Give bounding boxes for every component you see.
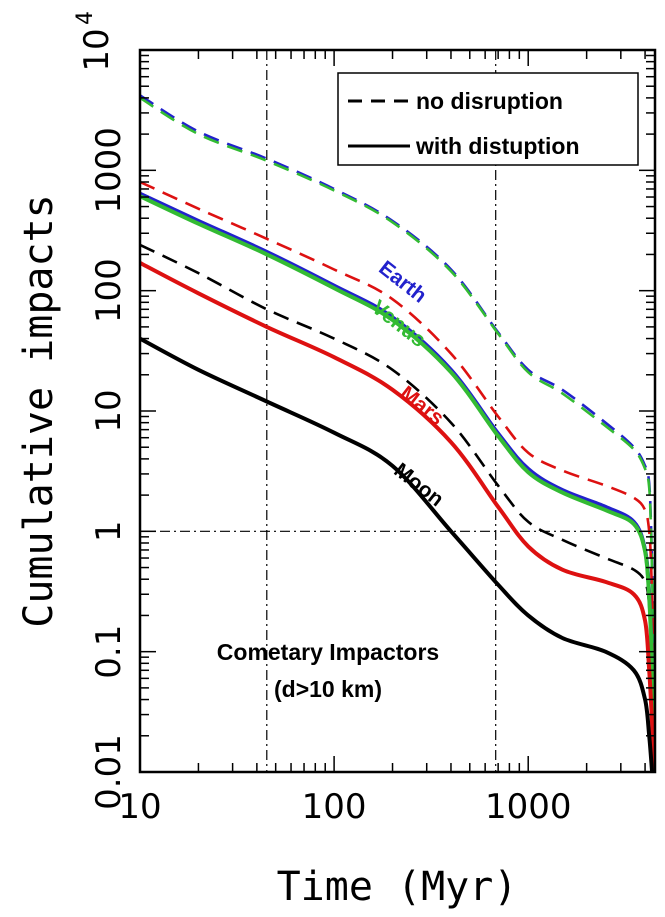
legend: no disruption with distuption	[337, 72, 639, 166]
y-tick-label: 1000	[89, 127, 129, 214]
reference-lines	[140, 50, 655, 772]
y-tick-label: 104	[73, 11, 117, 72]
y-tick-label-base: 10	[77, 28, 117, 71]
series-line-earth-dashed	[140, 94, 655, 700]
legend-box	[337, 72, 639, 166]
annotation-line-2: (d>10 km)	[274, 676, 382, 702]
annotation-line-1: Cometary Impactors	[217, 639, 439, 665]
series-line-moon-solid	[140, 336, 655, 772]
y-axis-title: Cumulative impacts	[16, 194, 62, 627]
x-axis-title: Time (Myr)	[277, 864, 518, 910]
x-tick-label: 100	[302, 787, 367, 827]
y-tick-label: 10	[89, 389, 129, 432]
x-tick-label: 10	[118, 787, 161, 827]
x-tick-label: 1000	[485, 787, 572, 827]
curve-label-moon: Moon	[390, 459, 448, 512]
series-line-venus-dashed	[140, 96, 655, 707]
series-layer	[140, 94, 655, 772]
curve-label-mars: Mars	[395, 382, 448, 430]
legend-label-no-disruption: no disruption	[416, 88, 563, 114]
y-tick-label: 0.1	[89, 625, 129, 679]
legend-label-with-disruption: with distuption	[415, 133, 580, 159]
series-line-mars-dashed	[140, 180, 655, 715]
y-tick-label: 100	[89, 258, 129, 323]
y-tick-label: 1	[89, 521, 129, 543]
y-tick-label: 0.01	[89, 734, 129, 810]
y-tick-label-exponent: 4	[73, 11, 98, 25]
series-line-mars-solid	[140, 261, 655, 772]
series-line-venus-solid	[140, 194, 655, 736]
axis-ticks	[139, 49, 655, 773]
